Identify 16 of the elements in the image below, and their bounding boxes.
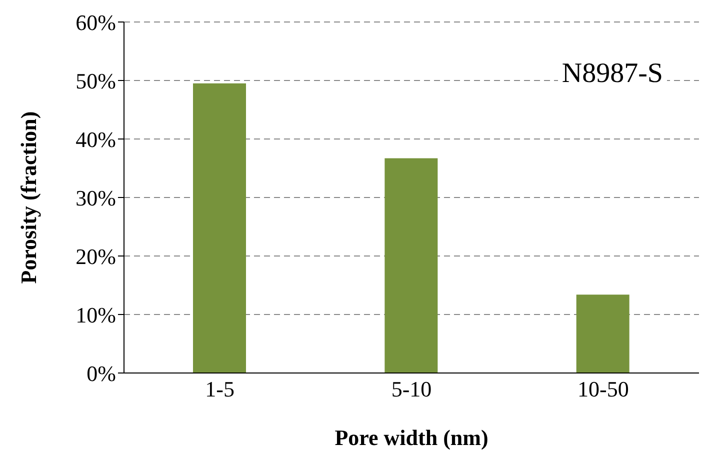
bar	[384, 158, 438, 373]
x-tick-label: 5-10	[391, 376, 432, 402]
x-axis-title: Pore width (nm)	[334, 425, 488, 450]
y-tick-label: 30%	[76, 185, 116, 210]
annotation: N8987-S	[558, 58, 667, 90]
x-tick-label: 10-50	[578, 376, 629, 402]
y-tick-label: 40%	[76, 126, 116, 152]
y-axis-title: Porosity (fraction)	[16, 111, 41, 284]
y-tick-label: 50%	[76, 68, 116, 94]
y-tick-label: 0%	[86, 360, 116, 386]
y-tick-label: 10%	[76, 302, 116, 328]
y-tick-label: 60%	[76, 10, 116, 35]
y-tick-label: 20%	[76, 244, 116, 269]
bar	[193, 83, 246, 373]
bar	[576, 294, 630, 373]
x-tick-label: 1-5	[205, 376, 234, 402]
